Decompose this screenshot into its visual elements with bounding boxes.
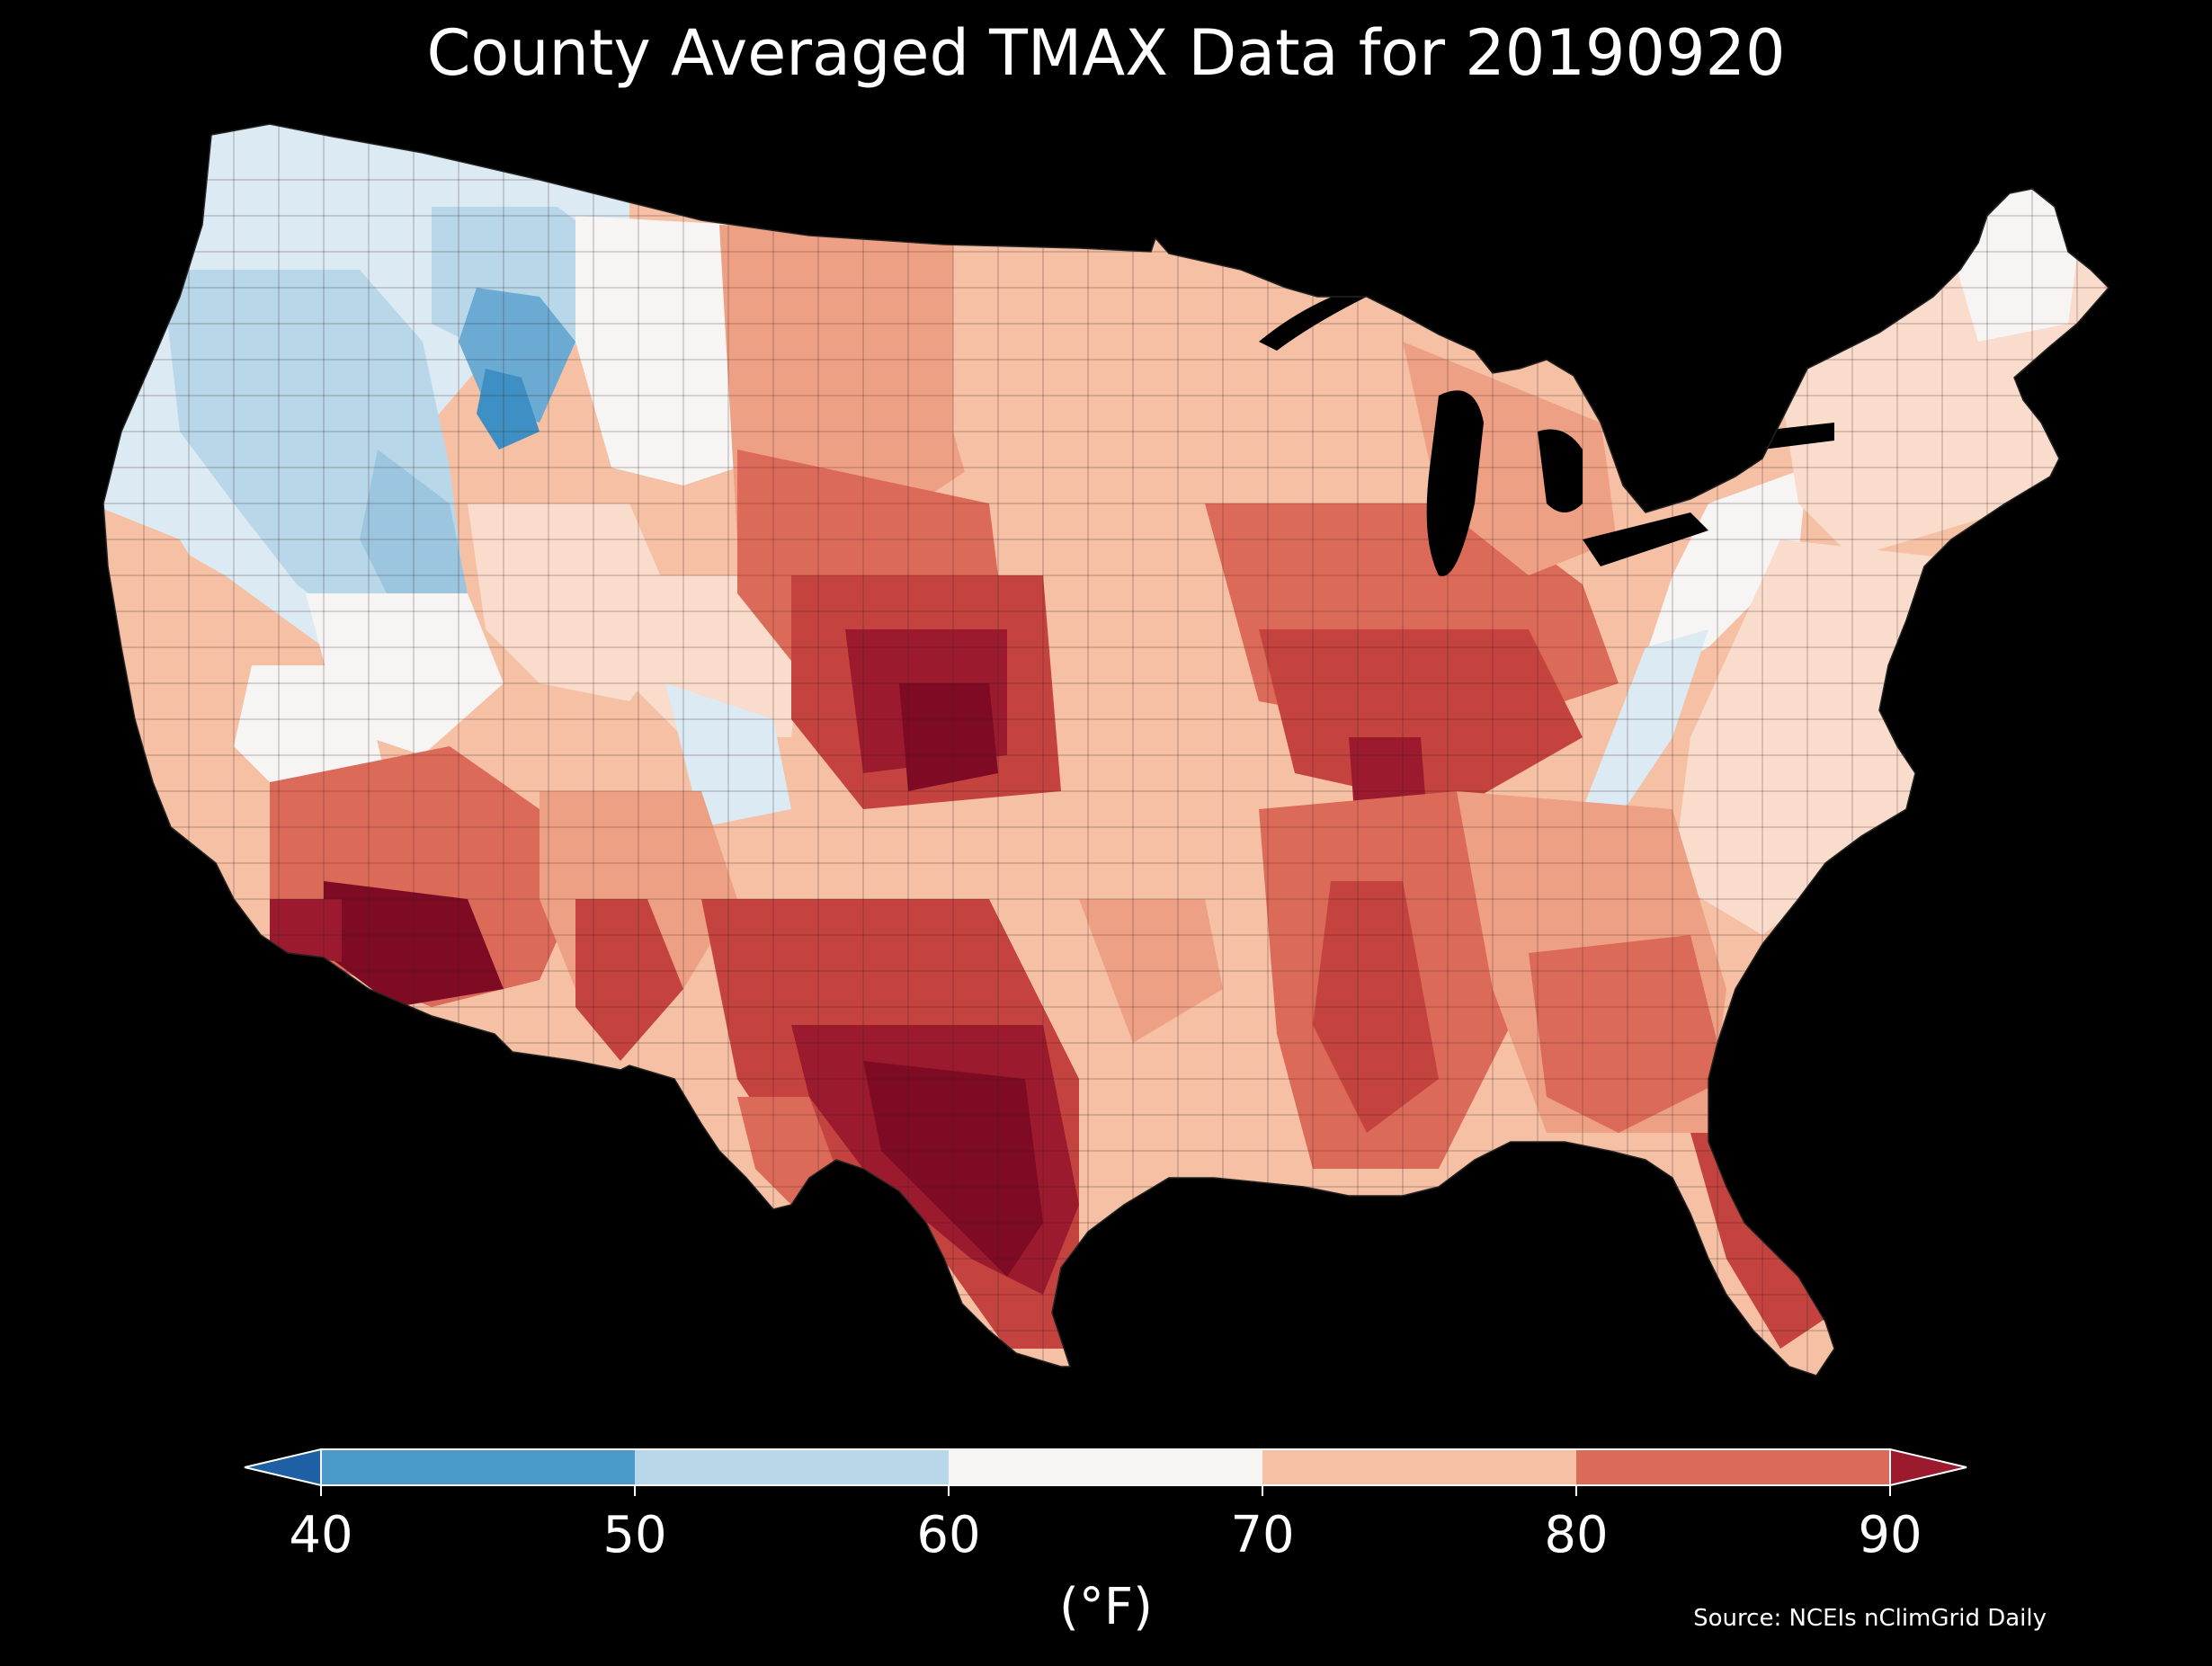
colorbar-bin [635,1449,950,1485]
us-border [103,123,2110,1376]
colorbar-bin [949,1449,1263,1485]
colorbar-outline [320,1448,1891,1486]
colorbar-tick-80: 80 [1544,1506,1609,1564]
colorbar-tick-90: 90 [1858,1506,1922,1564]
colorbar-bin [1576,1449,1891,1485]
colorbar-tick-60: 60 [916,1506,981,1564]
colorbar-bin [321,1449,636,1485]
colorbar-segments [244,1448,1967,1496]
colorbar-extend-high [1889,1448,1967,1487]
colorbar-units-label: (°F) [1059,1578,1153,1636]
colorbar-tick-50: 50 [602,1506,667,1564]
colorbar-bin [1262,1449,1577,1485]
source-attribution: Source: NCEIs nClimGrid Daily [1693,1605,2047,1632]
colorbar-tick-70: 70 [1230,1506,1295,1564]
colorbar-tick-40: 40 [289,1506,353,1564]
colorbar-extend-low [244,1448,322,1487]
chart-title: County Averaged TMAX Data for 20190920 [426,16,1786,90]
